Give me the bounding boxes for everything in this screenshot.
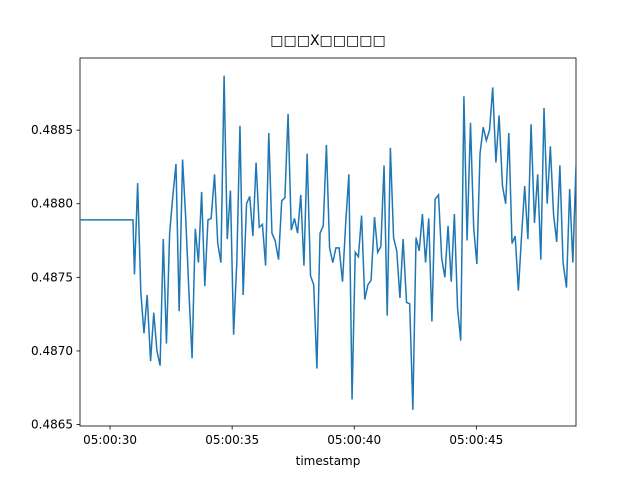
y-tick-label: 0.4875 <box>31 270 73 284</box>
x-tick-label: 05:00:40 <box>327 433 381 447</box>
chart-title: □□□X□□□□□ <box>270 33 385 49</box>
y-tick-label: 0.4885 <box>31 123 73 137</box>
data-line <box>80 75 576 410</box>
plot-frame <box>79 57 577 427</box>
y-tick-label: 0.4870 <box>31 344 73 358</box>
y-tick-label: 0.4865 <box>31 418 73 432</box>
y-tick-label: 0.4880 <box>31 197 73 211</box>
x-axis-label: timestamp <box>296 454 361 468</box>
x-tick-label: 05:00:35 <box>205 433 259 447</box>
x-tick-label: 05:00:30 <box>83 433 137 447</box>
x-tick-label: 05:00:45 <box>449 433 503 447</box>
